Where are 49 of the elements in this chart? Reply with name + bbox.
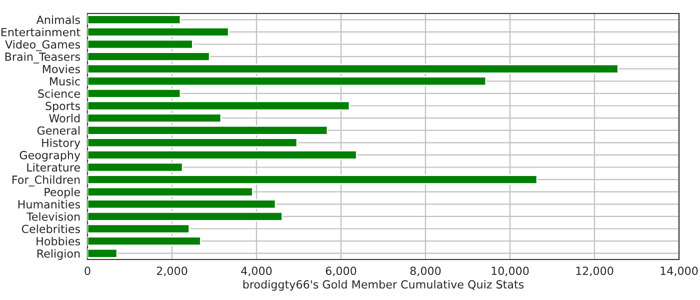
y-tick-label: People <box>44 188 80 198</box>
bar <box>88 64 619 74</box>
y-tick-label: Science <box>38 89 80 98</box>
bar <box>88 88 182 98</box>
y-tick-label: Music <box>50 76 80 86</box>
y-tick-label: Television <box>26 212 80 221</box>
bar <box>88 236 202 246</box>
bar <box>88 199 276 210</box>
x-tick-label: 8,000 <box>410 266 441 276</box>
bar <box>88 248 118 258</box>
bar <box>88 113 222 124</box>
y-tick-label: Hobbies <box>36 236 80 246</box>
bar <box>88 162 184 172</box>
y-tick-label: Literature <box>27 163 80 172</box>
x-axis-title: brodiggty66's Gold Member Cumulative Quiz Stats <box>243 280 524 291</box>
y-tick-label: Brain_Teasers <box>5 52 80 64</box>
x-tick-label: 12,000 <box>576 266 614 276</box>
y-tick-label: Humanities <box>18 200 80 209</box>
y-tick-label: History <box>42 138 80 150</box>
y-tick-label: Video_Games <box>5 40 80 52</box>
x-tick-label: 6,000 <box>326 266 356 276</box>
bar <box>88 39 194 50</box>
y-tick-label: Geography <box>20 150 80 162</box>
x-tick-label: 10,000 <box>492 266 529 276</box>
bar <box>88 174 538 185</box>
bar <box>88 150 358 160</box>
bar <box>88 186 254 197</box>
y-tick-label: General <box>37 126 80 135</box>
bar <box>88 26 230 37</box>
y-tick-label: Celebrities <box>22 224 80 234</box>
y-tick-label: For_Children <box>12 175 80 186</box>
y-tick-label: Sports <box>46 102 80 112</box>
bar <box>88 125 328 136</box>
bar <box>88 224 190 234</box>
bar <box>88 52 210 62</box>
y-tick-label: Animals <box>36 15 80 24</box>
bar <box>88 211 283 222</box>
bar <box>88 100 350 111</box>
x-tick-label: 4,000 <box>241 266 272 276</box>
x-tick-label: 2,000 <box>156 266 188 276</box>
y-tick-label: Movies <box>42 64 80 74</box>
bar <box>88 76 487 86</box>
x-tick-label: 0 <box>84 266 90 276</box>
x-tick-label: 14,000 <box>660 266 698 276</box>
y-tick-label: Entertainment <box>1 28 80 36</box>
bar <box>88 14 182 25</box>
bar <box>88 138 298 148</box>
y-tick-label: World <box>49 114 80 122</box>
y-tick-label: Religion <box>37 249 80 260</box>
